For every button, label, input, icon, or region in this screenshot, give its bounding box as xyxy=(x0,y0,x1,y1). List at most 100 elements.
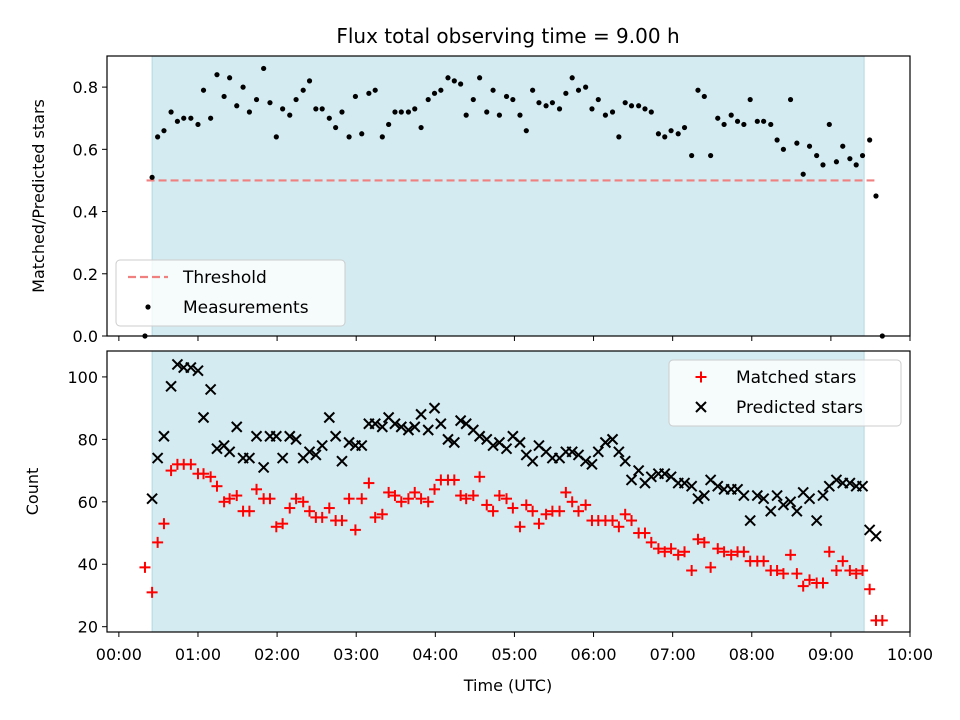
panel-2-point-1-105 xyxy=(823,546,835,558)
x-tick-label-11: 10:00 xyxy=(887,645,933,664)
panel-2-point-2-97 xyxy=(777,499,790,511)
panel-2-point-1-106 xyxy=(830,564,842,576)
panel-1-point-1-46 xyxy=(438,87,444,93)
panel-2-point-2-93 xyxy=(751,489,764,502)
panel-2-point-1-111 xyxy=(864,583,876,595)
panel-2-point-1-11 xyxy=(205,471,217,483)
panel-2-point-2-73 xyxy=(619,455,631,467)
panel-2-point-2-69 xyxy=(592,446,605,458)
panel-1-point-1-75 xyxy=(628,103,635,109)
panel-2-point-2-85-b xyxy=(698,489,711,502)
panel-1-point-1-51 xyxy=(470,96,476,103)
panel-2-point-2-100-b xyxy=(797,486,809,499)
panel-2-point-2-71-b xyxy=(606,433,619,446)
panel-2-point-2-48 xyxy=(454,414,467,427)
panel-1-point-1-24 xyxy=(293,96,299,103)
panel-2-point-1-20 xyxy=(264,493,276,505)
panel-2-point-1-57 xyxy=(507,502,519,514)
panel-2-point-1-2 xyxy=(146,586,158,598)
panel-2-point-1-13 xyxy=(218,496,230,508)
panel-2-point-2-91 xyxy=(738,489,750,502)
panel-2-point-2-109-b xyxy=(856,480,869,492)
panel-2-point-1-85 xyxy=(692,533,704,545)
panel-2-point-1-21 xyxy=(270,521,282,533)
panel-2-point-1-97 xyxy=(771,564,783,576)
panel-1-point-1-99 xyxy=(787,96,794,103)
panel-2-point-2-72 xyxy=(613,446,625,458)
panel-2-point-2-98 xyxy=(784,496,797,508)
panel-1-point-1-60 xyxy=(530,87,536,93)
panel-2-point-2-23 xyxy=(290,433,302,446)
panel-1-point-1-21 xyxy=(273,134,279,140)
panel-1-series-1 xyxy=(142,65,885,339)
panel-2-point-2-99-b xyxy=(791,505,803,517)
panel-2-point-1-81 xyxy=(665,543,677,555)
panel-2-point-2-75-b xyxy=(632,464,645,477)
panel-2-point-2-41-b xyxy=(409,421,421,433)
panel-2-point-1-1 xyxy=(139,561,151,573)
panel-2-point-2-25 xyxy=(303,446,316,458)
panel-2-point-2-5 xyxy=(171,358,184,371)
panel-2-point-1-14 xyxy=(224,493,236,505)
panel-2-legend-swatch-1 xyxy=(695,371,707,383)
panel-2-point-1-92 xyxy=(738,546,750,558)
panel-1-point-1-65 xyxy=(563,90,569,96)
panel-2-point-1-110 xyxy=(857,564,869,576)
panel-1-point-1-78 xyxy=(648,109,654,115)
panel-2-point-1-49 xyxy=(455,490,467,502)
panel-2-point-2-94 xyxy=(757,492,770,505)
panel-1-point-1-27 xyxy=(313,106,319,112)
panel-2-point-2-46-b xyxy=(442,433,454,446)
panel-2-point-2-101 xyxy=(803,492,816,505)
panel-1-point-1-106 xyxy=(833,159,840,165)
panel-2-point-1-41 xyxy=(402,493,414,505)
panel-2-point-1-39 xyxy=(389,490,401,502)
panel-1-point-1-13 xyxy=(221,93,227,100)
panel-2-point-2-95 xyxy=(765,505,777,517)
panel-2-point-1-83 xyxy=(679,546,691,558)
panel-2-point-2-9 xyxy=(197,411,210,424)
panel-2-point-2-59 xyxy=(526,455,539,467)
panel-2-point-1-80 xyxy=(659,546,671,558)
panel-2-point-2-102-b xyxy=(810,514,823,527)
panel-2-point-2-41 xyxy=(409,421,421,433)
panel-2-point-2-9-b xyxy=(197,411,210,424)
panel-2-point-2-101-b xyxy=(803,492,816,505)
panel-2-point-2-92 xyxy=(744,514,756,527)
panel-1-point-1-18 xyxy=(253,96,260,103)
panel-1-point-1-104 xyxy=(820,162,826,168)
panel-2-y-tick-label-2: 40 xyxy=(78,555,98,574)
panel-2-point-2-2 xyxy=(151,452,164,464)
panel-1-point-1-3 xyxy=(155,134,161,140)
panel-2-point-2-3-b xyxy=(158,430,170,442)
panel-2-y-tick-label-3: 60 xyxy=(78,493,98,512)
panel-2-point-2-1-b xyxy=(146,492,158,505)
panel-2-point-1-100 xyxy=(791,568,803,580)
panel-2-point-2-68-b xyxy=(586,458,598,471)
panel-2-point-2-7-b xyxy=(185,361,197,374)
panel-1-point-1-40 xyxy=(398,109,404,115)
panel-2-point-2-11 xyxy=(211,443,223,455)
panel-2-point-2-70-b xyxy=(599,436,612,449)
panel-2-point-1-78 xyxy=(645,536,657,548)
panel-2-point-2-51-b xyxy=(473,430,486,442)
panel-2-point-2-87 xyxy=(712,480,724,492)
panel-1-point-1-62 xyxy=(543,103,549,109)
panel-2-point-2-56-b xyxy=(507,430,519,442)
panel-1-point-1-37 xyxy=(379,134,385,140)
panel-2-point-1-104 xyxy=(817,577,829,589)
panel-1-legend: Threshold Measurements xyxy=(115,259,346,327)
panel-1-point-1-56 xyxy=(503,93,510,100)
panel-2-point-2-35 xyxy=(369,418,381,430)
panel-1-point-1-85 xyxy=(695,87,701,93)
panel-1-point-1-87 xyxy=(708,152,714,159)
panel-2-point-2-111 xyxy=(870,530,882,542)
panel-2-legend: Matched stars Predicted stars xyxy=(668,359,902,427)
panel-2-point-1-18 xyxy=(251,483,263,495)
panel-2-point-1-74 xyxy=(619,508,631,520)
panel-2-point-1-34 xyxy=(356,493,368,505)
panel-2-point-2-72-b xyxy=(613,446,625,458)
panel-2-point-2-10 xyxy=(204,383,217,396)
panel-2-point-2-3 xyxy=(158,430,170,442)
panel-2-point-1-22 xyxy=(277,518,289,530)
